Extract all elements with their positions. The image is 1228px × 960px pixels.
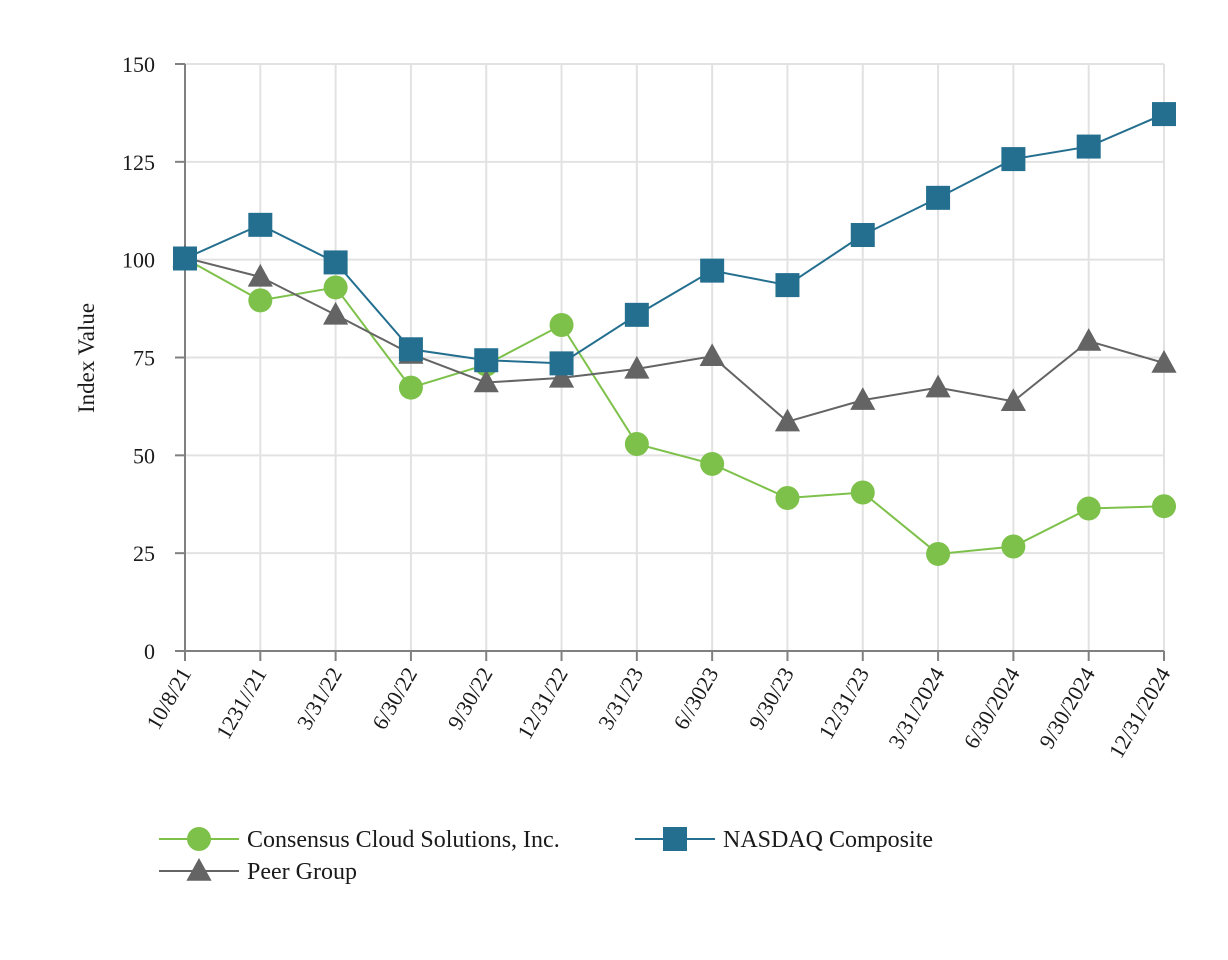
data-point: [1076, 496, 1101, 521]
data-point: [1152, 102, 1176, 127]
legend: Consensus Cloud Solutions, Inc. NASDAQ Co…: [159, 827, 933, 885]
legend-marker: [663, 827, 687, 851]
data-point: [248, 212, 273, 237]
data-point: [1000, 388, 1026, 412]
x-tick-label: 12/31/2024: [1104, 663, 1176, 762]
data-point: [247, 263, 273, 287]
x-tick-label: 1231//21: [211, 663, 272, 743]
series-line: [184, 113, 1165, 365]
data-point: [549, 313, 574, 338]
data-point: [398, 337, 423, 362]
data-point: [850, 223, 875, 248]
y-tick-label: 50: [133, 443, 155, 468]
data-point: [549, 351, 574, 376]
data-point: [926, 185, 951, 210]
y-tick-label: 125: [122, 150, 155, 175]
legend-label: Consensus Cloud Solutions, Inc.: [247, 827, 560, 853]
data-point: [1001, 147, 1026, 172]
data-point: [774, 408, 801, 432]
data-point: [925, 374, 951, 398]
y-tick-label: 75: [133, 346, 155, 371]
data-point: [850, 387, 876, 410]
y-axis-title: Index Value: [74, 303, 99, 413]
series-consensus-cloud-solutions-inc: [173, 246, 1176, 566]
y-tick-label: 0: [144, 639, 155, 664]
data-point: [398, 375, 423, 400]
data-point: [699, 343, 725, 367]
y-tick-label: 100: [122, 248, 155, 273]
series-nasdaq-composite: [173, 102, 1176, 376]
x-axis-ticks: 10/8/21 1231//21 3/31/22 6/30/22 9/30/22 12/3…: [141, 651, 1175, 762]
legend-label: Peer Group: [247, 859, 357, 885]
y-axis-ticks: 0 25 50 75 100 125 150: [122, 52, 185, 664]
x-tick-label: 12/31/23: [813, 663, 874, 743]
data-point: [624, 355, 650, 379]
y-tick-label: 25: [133, 541, 155, 566]
data-point: [775, 485, 800, 510]
y-tick-label: 150: [122, 52, 155, 77]
data-point: [624, 302, 649, 327]
x-tick-label: 9/30/2024: [1034, 663, 1100, 753]
data-point: [173, 246, 197, 271]
series-layer: [172, 102, 1177, 566]
series-peer-group: [172, 244, 1177, 432]
data-point: [775, 273, 800, 298]
legend-label: NASDAQ Composite: [723, 827, 933, 853]
data-point: [926, 541, 951, 566]
data-point: [700, 451, 725, 476]
data-point: [850, 480, 875, 505]
data-point: [1076, 328, 1102, 351]
data-point: [473, 369, 499, 393]
data-point: [700, 258, 725, 283]
legend-item-peer-group: Peer Group: [159, 858, 357, 885]
legend-marker: [187, 827, 211, 851]
data-point: [1001, 534, 1026, 559]
data-point: [548, 364, 575, 388]
legend-item-nasdaq-composite: NASDAQ Composite: [635, 827, 933, 853]
x-tick-label: 6//3023: [668, 663, 723, 734]
x-tick-label: 10/8/21: [141, 663, 196, 734]
x-tick-label: 3/31/23: [593, 663, 648, 734]
x-tick-label: 9/30/22: [442, 663, 497, 734]
data-point: [624, 431, 649, 456]
x-tick-label: 3/31/22: [292, 663, 347, 734]
x-tick-label: 9/30/23: [744, 663, 799, 734]
x-tick-label: 3/31/2024: [883, 663, 949, 753]
data-point: [248, 288, 273, 313]
data-point: [1151, 350, 1177, 373]
series-line: [184, 257, 1165, 555]
data-point: [1152, 494, 1176, 519]
data-point: [323, 250, 348, 275]
x-tick-label: 6/30/22: [367, 663, 422, 734]
data-point: [1076, 134, 1101, 159]
legend-item-consensus-cloud-solutions-inc: Consensus Cloud Solutions, Inc.: [159, 827, 560, 853]
x-tick-label: 6/30/2024: [958, 663, 1024, 753]
data-point: [323, 275, 348, 300]
x-tick-label: 12/31/22: [512, 663, 573, 743]
legend-marker: [186, 858, 212, 881]
data-point: [323, 301, 349, 325]
series-line: [184, 256, 1165, 423]
data-point: [474, 348, 499, 373]
